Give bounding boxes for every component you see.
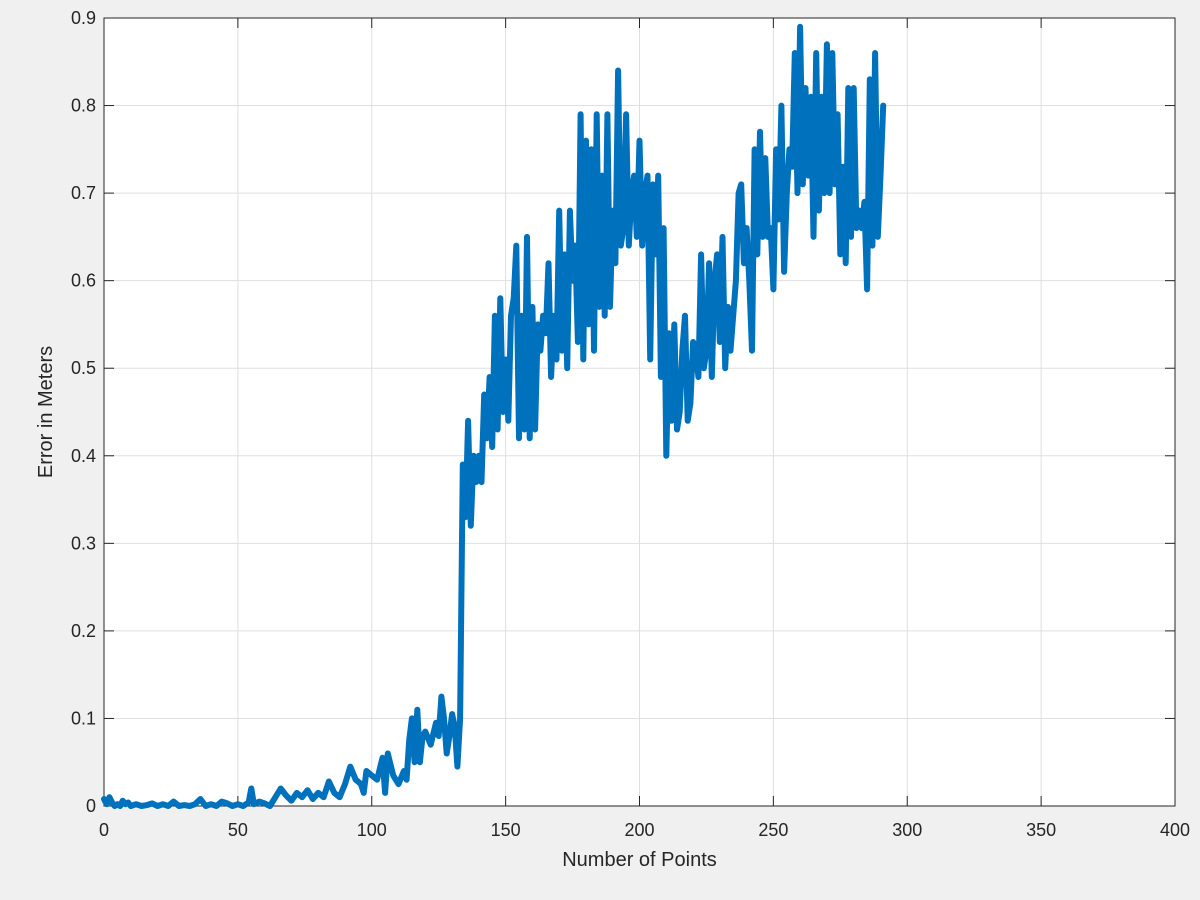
x-tick-label: 300 [892,820,922,840]
x-tick-label: 250 [758,820,788,840]
y-axis-title: Error in Meters [35,346,57,478]
x-axis-title: Number of Points [562,849,717,871]
y-tick-label: 0.1 [71,708,96,728]
x-tick-label: 200 [624,820,654,840]
x-tick-label: 400 [1160,820,1190,840]
x-tick-labels: 0 50 100 150 200 250 300 350 400 [99,820,1190,840]
y-tick-label: 0.4 [71,446,96,466]
y-tick-label: 0.3 [71,533,96,553]
x-tick-label: 100 [357,820,387,840]
y-tick-labels: 0 0.1 0.2 0.3 0.4 0.5 0.6 0.7 0.8 0.9 [71,8,96,816]
y-tick-label: 0 [86,796,96,816]
series-layer [101,23,887,809]
y-tick-label: 0.5 [71,358,96,378]
series-line [101,23,887,809]
y-tick-label: 0.7 [71,183,96,203]
y-tick-label: 0.9 [71,8,96,28]
x-tick-label: 350 [1026,820,1056,840]
x-tick-label: 50 [228,820,248,840]
x-tick-label: 150 [491,820,521,840]
y-tick-label: 0.2 [71,621,96,641]
y-tick-label: 0.6 [71,271,96,291]
x-tick-label: 0 [99,820,109,840]
y-tick-label: 0.8 [71,96,96,116]
